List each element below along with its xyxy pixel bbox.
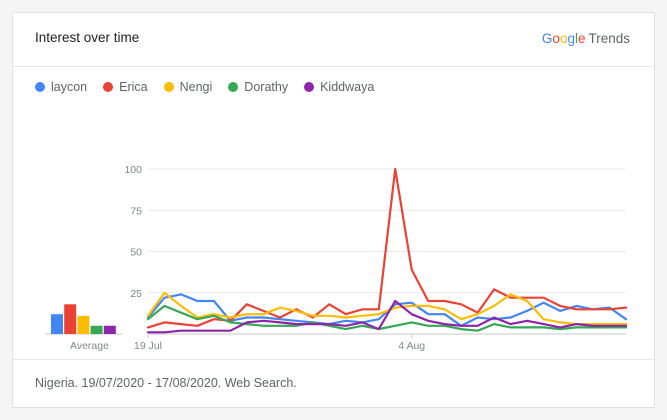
legend-label: Nengi [179, 80, 213, 94]
y-tick-label: 25 [130, 288, 142, 300]
average-bar-nengi [77, 315, 90, 334]
y-tick-label: 50 [130, 247, 142, 259]
interest-over-time-card: Interest over time Google Trends laycon Er… [12, 12, 655, 408]
legend-item-laycon[interactable]: laycon [35, 80, 87, 94]
google-letter: g [567, 31, 575, 46]
legend-item-kiddwaya[interactable]: Kiddwaya [304, 80, 374, 94]
card-footer: Nigeria. 19/07/2020 - 17/08/2020. Web Se… [13, 359, 654, 407]
series-line-erica [146, 167, 628, 329]
legend-dot-icon [103, 82, 114, 92]
google-letter: G [541, 31, 553, 46]
legend-dot-icon [304, 82, 315, 92]
chart-legend: laycon Erica Nengi Dorathy Kiddwaya [35, 75, 390, 99]
card-title: Interest over time [35, 30, 140, 45]
x-tick-label: 4 Aug [398, 340, 425, 352]
y-tick-label: 75 [130, 205, 142, 217]
y-tick-label: 100 [124, 164, 142, 176]
legend-label: Erica [119, 80, 148, 94]
google-letter: o [559, 31, 568, 46]
x-tick-label: 19 Jul [134, 340, 162, 352]
google-letter: o [552, 31, 560, 46]
legend-label: Dorathy [244, 80, 289, 94]
series-line-kiddwaya [146, 299, 628, 334]
average-label: Average [70, 340, 109, 352]
legend-item-nengi[interactable]: Nengi [163, 80, 213, 94]
average-bar-laycon [51, 314, 63, 334]
interest-chart: 25 50 75 100 19 Jul 4 Aug Average [45, 164, 628, 352]
series-line-dorathy [146, 304, 628, 332]
legend-dot-icon [228, 82, 239, 92]
google-letter: e [577, 31, 586, 46]
legend-item-erica[interactable]: Erica [103, 80, 148, 94]
footer-text: Nigeria. 19/07/2020 - 17/08/2020. Web Se… [35, 376, 297, 390]
trends-wordmark: Trends [588, 31, 630, 46]
legend-item-dorathy[interactable]: Dorathy [228, 80, 288, 94]
card-header: Interest over time Google Trends [13, 13, 654, 67]
legend-dot-icon [163, 82, 174, 92]
series-line-nengi [146, 291, 628, 326]
average-bar-kiddwaya [103, 325, 116, 334]
google-letter: l [574, 31, 578, 46]
average-bar-erica [64, 304, 77, 334]
legend-label: Kiddwaya [320, 80, 375, 94]
legend-dot-icon [35, 82, 45, 92]
google-wordmark: Google [542, 31, 586, 46]
google-trends-logo[interactable]: Google Trends [542, 31, 630, 46]
average-bar-dorathy [90, 325, 103, 334]
legend-label: laycon [51, 80, 88, 94]
